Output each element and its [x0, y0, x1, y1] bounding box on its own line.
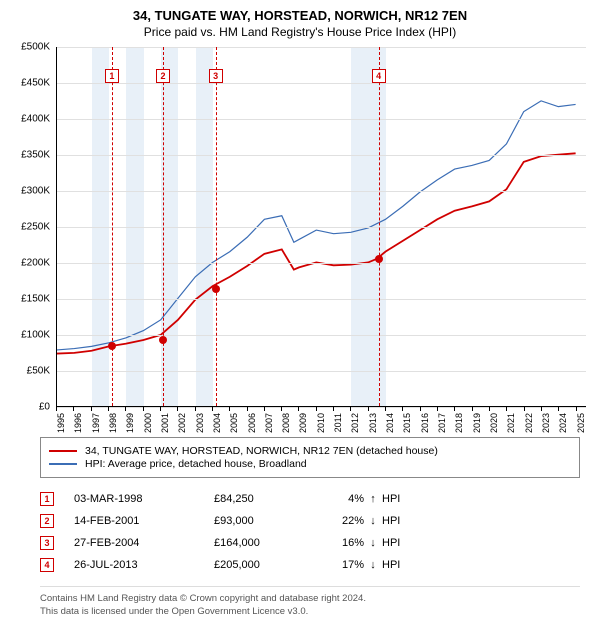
- x-tick-label: 2011: [333, 413, 343, 432]
- x-tick-label: 2001: [160, 413, 170, 433]
- legend-label: 34, TUNGATE WAY, HORSTEAD, NORWICH, NR12…: [85, 445, 438, 457]
- event-hpi-label: HPI: [382, 515, 412, 527]
- y-tick-label: £300K: [21, 186, 50, 197]
- event-arrow-icon: ↓: [364, 559, 382, 571]
- event-hpi-label: HPI: [382, 559, 412, 571]
- x-tick-label: 2013: [368, 413, 378, 433]
- series-line: [57, 101, 576, 350]
- y-tick-label: £200K: [21, 258, 50, 269]
- event-price: £164,000: [214, 537, 314, 549]
- x-tick-label: 2008: [281, 413, 291, 433]
- x-tick-label: 1999: [125, 413, 135, 433]
- legend-item: HPI: Average price, detached house, Broa…: [49, 458, 571, 470]
- event-date: 14-FEB-2001: [74, 515, 214, 527]
- x-tick-label: 2016: [420, 413, 430, 433]
- y-tick-label: £500K: [21, 42, 50, 53]
- y-tick-label: £150K: [21, 294, 50, 305]
- chart-area: £0 £50K £100K £150K £200K £250K £300K £350K £400…: [10, 47, 590, 427]
- sale-point-4: [375, 255, 383, 263]
- event-marker-icon: 3: [40, 536, 54, 550]
- sale-marker-2: 2: [156, 69, 170, 83]
- event-row: 2 14-FEB-2001£93,00022%↓HPI: [40, 510, 580, 532]
- sale-marker-4: 4: [372, 69, 386, 83]
- x-tick-label: 2000: [143, 413, 153, 433]
- footer-line-2: This data is licensed under the Open Gov…: [40, 606, 580, 619]
- event-arrow-icon: ↓: [364, 537, 382, 549]
- legend-box: 34, TUNGATE WAY, HORSTEAD, NORWICH, NR12…: [40, 437, 580, 478]
- event-arrow-icon: ↑: [364, 493, 382, 505]
- event-marker-icon: 2: [40, 514, 54, 528]
- x-tick-label: 2015: [402, 413, 412, 433]
- x-tick-label: 2003: [195, 413, 205, 433]
- y-tick-label: £50K: [27, 366, 50, 377]
- y-tick-label: £100K: [21, 330, 50, 341]
- event-pct: 22%: [314, 515, 364, 527]
- sale-point-3: [212, 285, 220, 293]
- x-axis-labels: 1995199619971998199920002001200220032004…: [56, 407, 586, 427]
- x-tick-label: 2006: [247, 413, 257, 433]
- x-tick-label: 2007: [264, 413, 274, 433]
- x-tick-label: 2023: [541, 413, 551, 433]
- event-hpi-label: HPI: [382, 493, 412, 505]
- y-tick-label: £250K: [21, 222, 50, 233]
- event-marker-icon: 1: [40, 492, 54, 506]
- x-tick-label: 2009: [298, 413, 308, 433]
- event-pct: 4%: [314, 493, 364, 505]
- x-tick-label: 2018: [454, 413, 464, 433]
- event-date: 26-JUL-2013: [74, 559, 214, 571]
- sale-point-1: [108, 342, 116, 350]
- y-tick-label: £450K: [21, 78, 50, 89]
- x-tick-label: 2020: [489, 413, 499, 433]
- footer-line-1: Contains HM Land Registry data © Crown c…: [40, 593, 580, 606]
- chart-container: 34, TUNGATE WAY, HORSTEAD, NORWICH, NR12…: [0, 0, 600, 629]
- event-date: 03-MAR-1998: [74, 493, 214, 505]
- event-arrow-icon: ↓: [364, 515, 382, 527]
- x-tick-label: 2017: [437, 413, 447, 433]
- x-tick-label: 2021: [506, 413, 516, 433]
- legend-label: HPI: Average price, detached house, Broa…: [85, 458, 307, 470]
- x-tick-label: 2024: [558, 413, 568, 433]
- y-tick-label: £350K: [21, 150, 50, 161]
- event-pct: 17%: [314, 559, 364, 571]
- legend-item: 34, TUNGATE WAY, HORSTEAD, NORWICH, NR12…: [49, 445, 571, 457]
- plot-region: 1 2 3 4: [56, 47, 586, 407]
- events-table: 103-MAR-1998£84,2504%↑HPI214-FEB-2001£93…: [40, 488, 580, 576]
- event-price: £205,000: [214, 559, 314, 571]
- x-tick-label: 1995: [56, 413, 66, 433]
- event-price: £93,000: [214, 515, 314, 527]
- x-tick-label: 2019: [472, 413, 482, 433]
- event-date: 27-FEB-2004: [74, 537, 214, 549]
- x-tick-label: 2014: [385, 413, 395, 433]
- x-tick-label: 2010: [316, 413, 326, 433]
- event-price: £84,250: [214, 493, 314, 505]
- footer-attribution: Contains HM Land Registry data © Crown c…: [40, 586, 580, 619]
- x-tick-label: 2005: [229, 413, 239, 433]
- x-tick-label: 1997: [91, 413, 101, 433]
- event-row: 3 27-FEB-2004£164,00016%↓HPI: [40, 532, 580, 554]
- y-tick-label: £400K: [21, 114, 50, 125]
- x-tick-label: 1996: [73, 413, 83, 433]
- x-tick-label: 1998: [108, 413, 118, 433]
- series-line: [57, 153, 576, 353]
- x-tick-label: 2022: [524, 413, 534, 433]
- event-hpi-label: HPI: [382, 537, 412, 549]
- legend-swatch: [49, 463, 77, 465]
- y-tick-label: £0: [39, 402, 50, 413]
- event-row: 1 03-MAR-1998£84,2504%↑HPI: [40, 488, 580, 510]
- x-tick-label: 2004: [212, 413, 222, 433]
- chart-subtitle: Price paid vs. HM Land Registry's House …: [10, 25, 590, 39]
- x-tick-label: 2012: [350, 413, 360, 433]
- x-tick-label: 2025: [576, 413, 586, 433]
- legend-swatch: [49, 450, 77, 452]
- event-pct: 16%: [314, 537, 364, 549]
- sale-marker-1: 1: [105, 69, 119, 83]
- x-tick-label: 2002: [177, 413, 187, 433]
- sale-marker-3: 3: [209, 69, 223, 83]
- event-row: 4 26-JUL-2013£205,00017%↓HPI: [40, 554, 580, 576]
- event-marker-icon: 4: [40, 558, 54, 572]
- sale-point-2: [159, 336, 167, 344]
- chart-title: 34, TUNGATE WAY, HORSTEAD, NORWICH, NR12…: [10, 8, 590, 23]
- y-axis-labels: £0£50K£100K£150K£200K£250K£300K£350K£400…: [10, 47, 54, 407]
